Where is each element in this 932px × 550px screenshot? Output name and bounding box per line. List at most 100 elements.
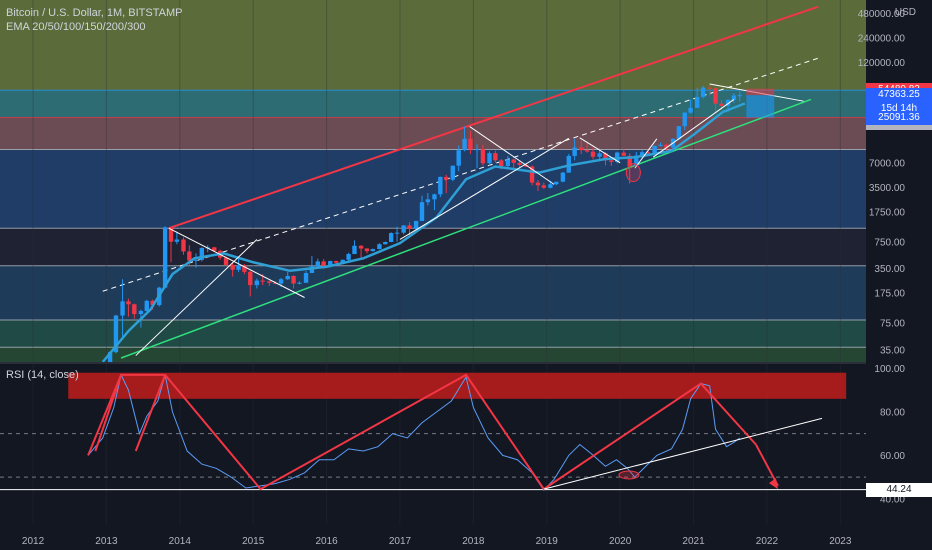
candle-body-98: [700, 87, 706, 97]
candle-body-99: [707, 87, 712, 89]
candle-body-37: [328, 261, 333, 267]
candle-body-39: [340, 259, 345, 263]
rsi-legend[interactable]: RSI (14, close): [6, 369, 79, 381]
candle-body-4: [126, 301, 131, 305]
candle-body-73: [548, 184, 553, 188]
time-tick-2: 2014: [169, 536, 192, 547]
channel-top-red: [168, 5, 819, 230]
candle-body-26: [260, 280, 265, 282]
candle-body-60: [468, 138, 473, 150]
candle-body-45: [377, 244, 382, 250]
candle-body-49: [401, 225, 406, 233]
candle-body-87: [634, 155, 639, 166]
zone-0: [0, 0, 866, 91]
candle-body-6: [138, 310, 144, 315]
candle-body-32: [297, 282, 302, 284]
candle-body-82: [603, 153, 608, 161]
candle-body-38: [333, 261, 339, 263]
wedge-2019-upper: [579, 137, 621, 164]
candle-body-89: [645, 152, 651, 154]
candle-body-64: [493, 153, 498, 161]
candle-body-97: [695, 96, 700, 108]
wedge-2020-up: [634, 138, 658, 169]
candle-body-13: [181, 239, 186, 252]
price-tick-1: 240000.00: [858, 33, 906, 44]
wedge-2018-upper: [469, 126, 555, 185]
candle-body-90: [652, 145, 657, 154]
candle-body-7: [144, 300, 149, 311]
candle-body-80: [590, 151, 596, 157]
candle-body-58: [456, 150, 461, 166]
price-tick-0: 480000.00: [858, 9, 906, 20]
rsi-tick-0: 100.00: [874, 364, 905, 375]
wedge-2021-lower: [652, 99, 735, 158]
rsi-zigzag-extra-a: [94, 374, 123, 452]
candle-body-79: [584, 150, 590, 152]
candle-body-23: [242, 265, 247, 272]
candle-body-102: [725, 99, 731, 106]
zone-2: [0, 117, 866, 150]
time-tick-0: 2012: [22, 536, 45, 547]
candle-body-66: [505, 159, 511, 166]
candle-body-86: [627, 155, 632, 166]
candle-body-57: [450, 165, 456, 180]
rsi-zigzag: [87, 373, 757, 491]
time-tick-3: 2015: [242, 536, 265, 547]
candle-body-21: [230, 264, 235, 270]
candle-body-36: [321, 261, 326, 267]
candle-body-75: [560, 172, 566, 182]
rsi-axis: 100.00 80.00 60.00 40.00: [874, 364, 905, 506]
candle-body-91: [658, 144, 663, 146]
rsi-tick-1: 80.00: [880, 407, 905, 418]
rsi-line: [87, 373, 741, 491]
candle-body-43: [364, 248, 370, 252]
candle-body-78: [579, 147, 584, 151]
time-tick-11: 2023: [829, 536, 852, 547]
zone-6: [0, 320, 866, 348]
time-tick-4: 2016: [315, 536, 338, 547]
candle-body-88: [639, 152, 645, 156]
candle-body-104: [737, 95, 742, 97]
price-level-lines: [0, 89, 866, 348]
price-tick-9: 75.00: [880, 319, 905, 330]
candle-body-83: [609, 160, 614, 162]
rsi-circle: [618, 470, 640, 480]
candle-body-72: [541, 185, 547, 188]
candle-body-95: [682, 112, 687, 127]
candle-body-20: [223, 257, 229, 265]
currency-unit: USD: [894, 7, 916, 18]
price-tick-6: 750.00: [874, 237, 905, 248]
candle-body-70: [529, 166, 535, 183]
candle-body-15: [193, 259, 199, 261]
candle-body-62: [480, 149, 486, 164]
rsi-support-trendline: [543, 417, 823, 490]
candle-body-81: [597, 153, 602, 157]
candle-body-100: [713, 88, 718, 104]
candle-body-40: [346, 254, 351, 260]
ema-legend[interactable]: EMA 20/50/100/150/200/300: [6, 21, 146, 33]
price-tick-10: 35.00: [880, 346, 905, 357]
candle-body-35: [315, 261, 320, 267]
time-tick-6: 2018: [462, 536, 485, 547]
candle-body-18: [212, 247, 217, 251]
time-axis: 2012 2013 2014 2015 2016 2017 2018 2019 2020 2021…: [0, 525, 932, 550]
time-tick-1: 2013: [95, 536, 118, 547]
candle-body-25: [254, 280, 260, 286]
candle-body-51: [413, 220, 419, 229]
symbol-legend[interactable]: Bitcoin / U.S. Dollar, 1M, BITSTAMP: [6, 7, 183, 19]
time-tick-8: 2020: [609, 536, 632, 547]
candle-body-61: [474, 149, 480, 151]
candle-body-44: [370, 249, 376, 252]
rsi-zigzag-extra-b: [134, 374, 167, 452]
candle-body-71: [535, 182, 541, 186]
candle-body-28: [273, 282, 278, 284]
candle-body-22: [236, 265, 241, 270]
candle-body-29: [278, 279, 284, 284]
projection-target-box: [746, 95, 775, 118]
candle-body-16: [199, 247, 205, 260]
wedge-2018-lower: [399, 137, 570, 240]
time-axis-bg: [0, 525, 932, 550]
pane-separator: [0, 362, 932, 364]
candle-body-10: [162, 227, 168, 288]
